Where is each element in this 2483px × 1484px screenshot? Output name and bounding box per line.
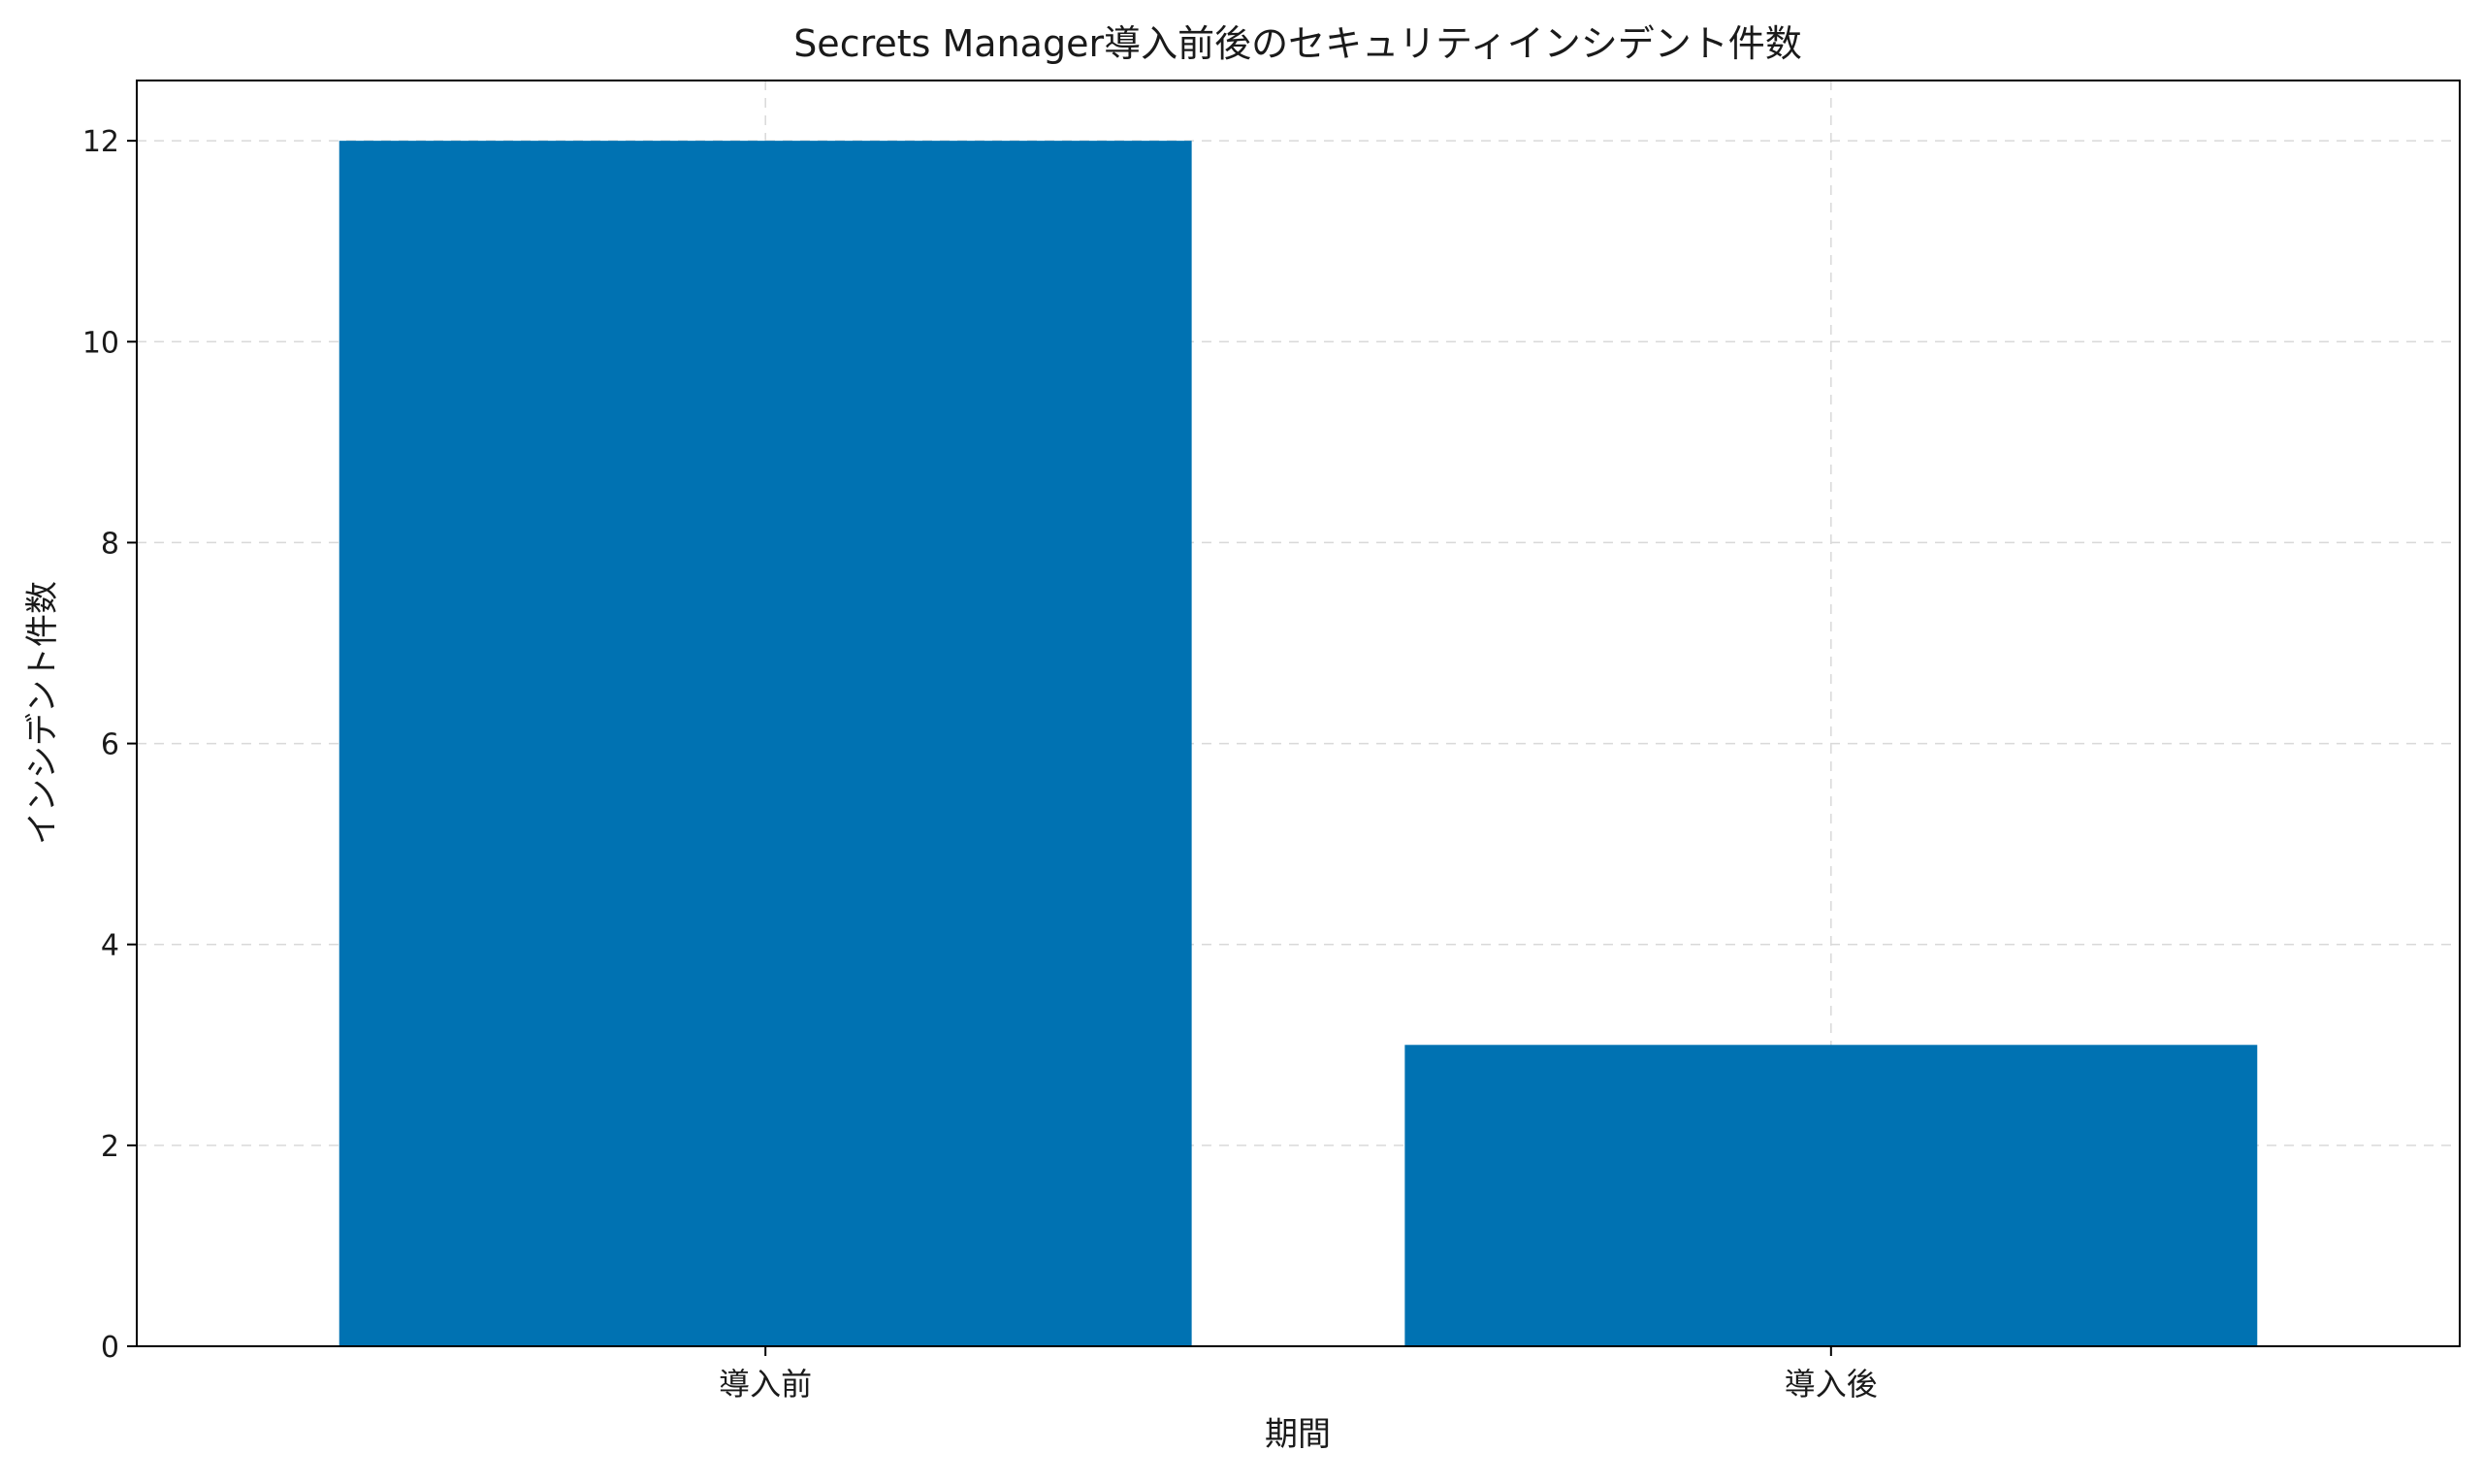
y-tick-label: 8 bbox=[101, 527, 119, 561]
x-tick-label: 導入後 bbox=[1785, 1366, 1878, 1403]
y-tick-label: 10 bbox=[82, 326, 119, 360]
bar-0 bbox=[339, 141, 1192, 1347]
y-tick-label: 0 bbox=[101, 1331, 119, 1365]
x-tick-label: 導入前 bbox=[719, 1366, 812, 1403]
y-axis-ticks: 0 2 4 6 8 10 12 bbox=[82, 125, 137, 1365]
y-tick-label: 6 bbox=[101, 728, 119, 762]
chart-title: Secrets Manager導入前後のセキュリティインシデント件数 bbox=[793, 22, 1802, 65]
bar-1 bbox=[1404, 1045, 2258, 1346]
plot-frame bbox=[136, 80, 2461, 1347]
y-tick-label: 2 bbox=[101, 1130, 119, 1164]
x-axis-label: 期間 bbox=[1265, 1415, 1331, 1454]
bars bbox=[339, 141, 2258, 1347]
y-tick-label: 4 bbox=[101, 929, 119, 963]
y-axis-label: インシデント件数 bbox=[23, 581, 62, 845]
y-tick-label: 12 bbox=[82, 125, 119, 159]
x-axis-ticks: 導入前 導入後 bbox=[719, 1346, 1878, 1403]
